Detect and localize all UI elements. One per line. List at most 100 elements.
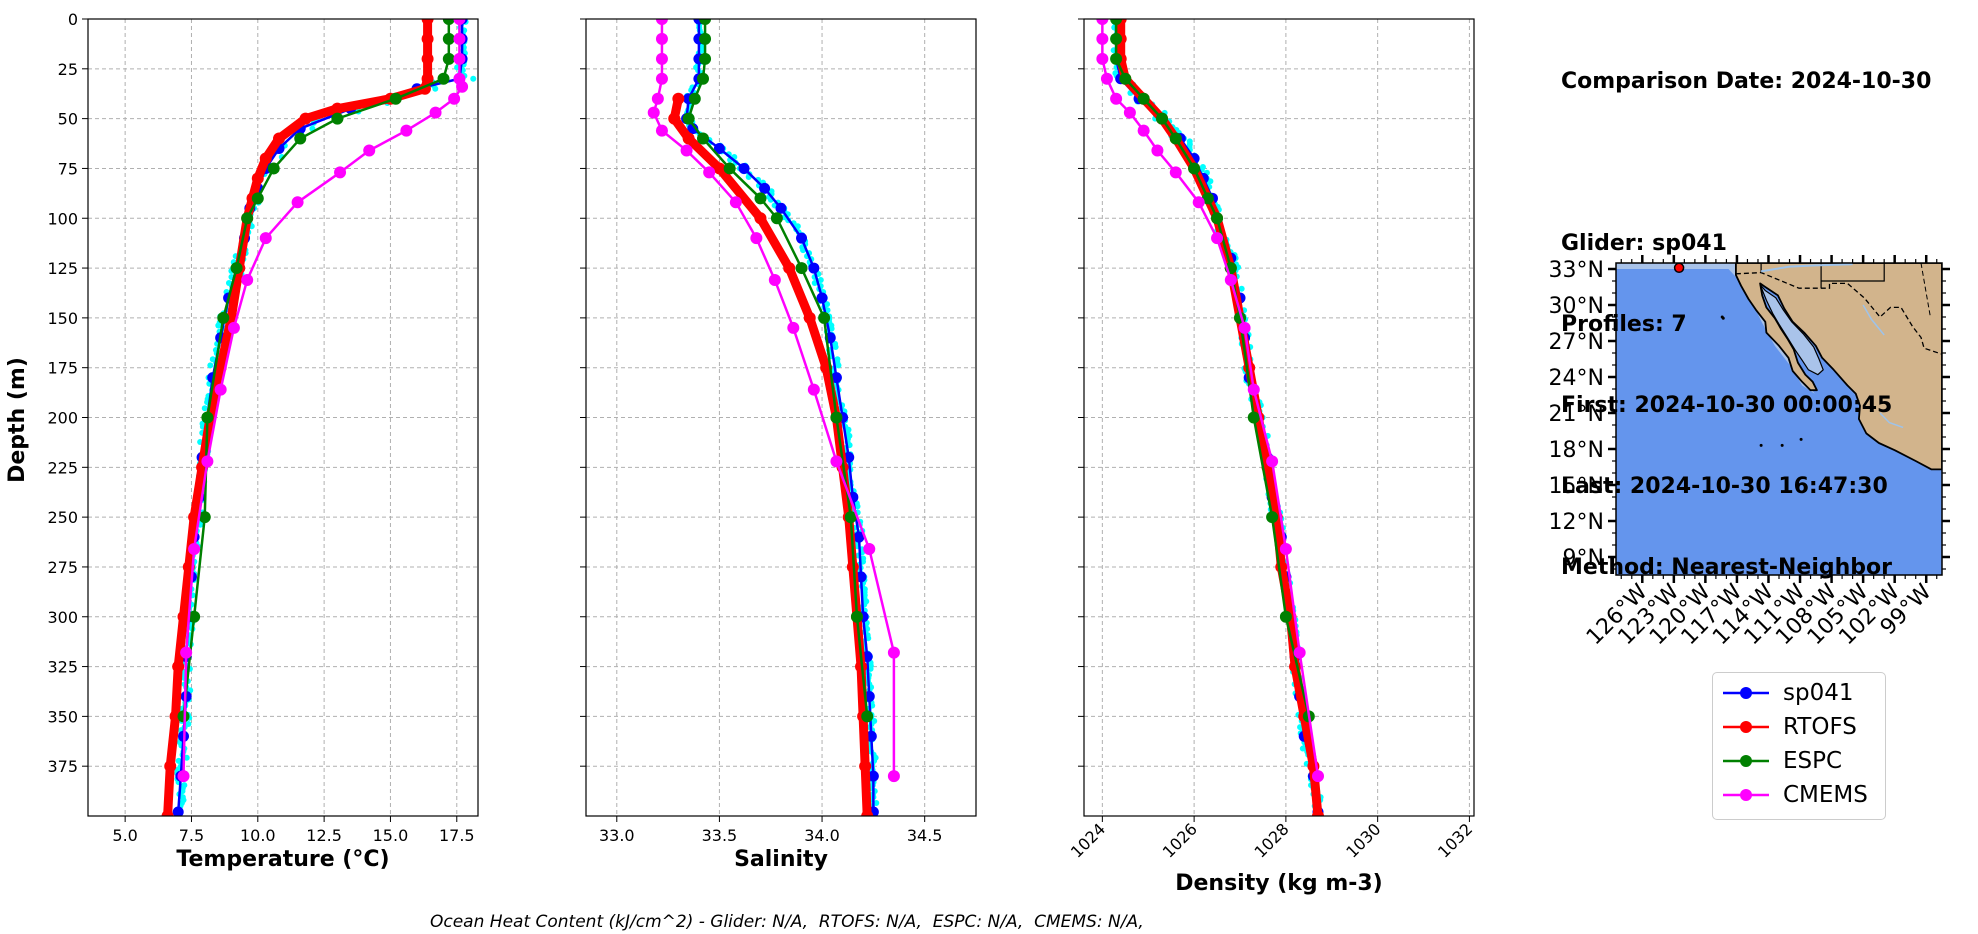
y-tick-label: 100 [47, 209, 78, 228]
data-point-espc [442, 52, 455, 65]
data-point-sp041 [172, 806, 184, 816]
data-point-cmems [1096, 32, 1109, 45]
series-line-sp041 [176, 19, 464, 814]
data-point-cmems [177, 770, 190, 783]
data-point-cmems [1110, 92, 1123, 105]
data-point-cmems [680, 144, 693, 157]
data-point-espc [1119, 72, 1132, 85]
map-area [1616, 263, 1942, 575]
data-point-rtofs [421, 19, 434, 25]
legend-item-espc: ESPC [1723, 745, 1842, 777]
data-point-espc [830, 411, 843, 424]
series-line-sp041 [1114, 19, 1320, 814]
data-point-sp041 [796, 232, 808, 244]
data-point-cmems [1100, 72, 1113, 85]
data-point-cmems [453, 52, 466, 65]
glider-point [1238, 285, 1245, 292]
y-tick-label: 200 [47, 409, 78, 428]
series-line-espc [687, 19, 869, 718]
data-point-espc [201, 411, 214, 424]
glider-point [1299, 745, 1306, 752]
river [1760, 263, 1853, 273]
data-point-espc [1211, 212, 1224, 225]
data-point-espc [1156, 112, 1168, 125]
data-point-espc [267, 162, 280, 175]
data-point-cmems [363, 144, 376, 157]
data-point-cmems [1096, 19, 1109, 25]
glider-point-cloud [684, 19, 880, 813]
y-tick-label: 75 [58, 159, 78, 178]
data-point-espc [682, 112, 695, 125]
y-tick-label: 225 [47, 458, 78, 477]
data-point-espc [699, 19, 712, 25]
data-point-sp041 [713, 143, 725, 155]
legend-item-sp041: sp041 [1723, 677, 1853, 709]
data-point-rtofs [172, 660, 185, 673]
map-lat-label: 21°N [1549, 402, 1604, 427]
data-point-rtofs [803, 311, 816, 324]
data-point-espc [795, 262, 808, 275]
data-point-cmems [703, 166, 716, 179]
data-point-sp041 [830, 372, 842, 384]
data-point-cmems [1096, 52, 1109, 65]
legend-item-cmems: CMEMS [1723, 779, 1868, 811]
data-point-espc [1247, 411, 1260, 424]
state-border [1920, 263, 1931, 318]
data-point-sp041 [865, 730, 877, 742]
data-point-cmems [655, 124, 668, 137]
x-axis-label: Temperature (°C) [176, 847, 389, 872]
country-border [1735, 271, 1942, 355]
data-point-cmems [655, 72, 668, 85]
data-point-rtofs [188, 511, 201, 524]
x-tick-label: 17.5 [439, 826, 475, 845]
data-point-rtofs [299, 112, 312, 125]
data-point-cmems [291, 196, 304, 209]
glider-point [832, 343, 839, 350]
x-tick-label: 34.5 [907, 826, 943, 845]
data-point-sp041 [759, 182, 771, 194]
legend-marker-cmems [1723, 789, 1769, 801]
data-point-espc [1266, 511, 1279, 524]
island [1799, 437, 1803, 441]
data-point-rtofs [1312, 810, 1324, 816]
data-point-rtofs [251, 172, 264, 185]
data-point-cmems [448, 92, 461, 105]
data-point-rtofs [273, 132, 286, 145]
legend-marker-sp041 [1723, 687, 1769, 699]
data-point-cmems [201, 455, 214, 468]
data-point-rtofs [859, 760, 872, 773]
data-point-cmems [180, 646, 193, 659]
data-point-rtofs [682, 132, 695, 145]
data-point-espc [1169, 132, 1182, 145]
x-tick-label: 1024 [1067, 819, 1109, 861]
gridlines [586, 18, 976, 816]
data-point-espc [699, 52, 712, 65]
data-point-cmems [887, 770, 900, 783]
plot-area [647, 19, 900, 816]
data-point-cmems [655, 19, 668, 25]
data-point-rtofs [331, 102, 344, 115]
density-profile-panel: 1024 1026 1028 1030 1032 Density (kg m-3) [1067, 18, 1476, 896]
data-point-cmems [241, 274, 254, 287]
mainland [1735, 263, 1942, 471]
gridlines [88, 18, 478, 816]
data-point-espc [1201, 192, 1214, 205]
data-point-cmems [1137, 124, 1150, 137]
data-point-cmems [655, 52, 668, 65]
y-tick-label: 350 [47, 707, 78, 726]
x-tick-label: 34.0 [804, 826, 840, 845]
map-lat-label: 15°N [1549, 474, 1604, 499]
data-point-cmems [214, 383, 227, 396]
data-point-cmems [334, 166, 347, 179]
series-line-cmems [182, 19, 464, 778]
data-point-espc [217, 311, 230, 324]
data-point-rtofs [783, 262, 796, 275]
data-point-cmems [1266, 455, 1279, 468]
data-point-cmems [1151, 144, 1164, 157]
data-point-espc [754, 192, 767, 205]
state-border [1821, 263, 1885, 282]
legend: sp041 RTOFS ESPC CMEMS [1712, 672, 1886, 820]
island [1780, 443, 1784, 447]
x-tick-label: 1032 [1434, 819, 1476, 861]
glider-point [207, 362, 214, 369]
